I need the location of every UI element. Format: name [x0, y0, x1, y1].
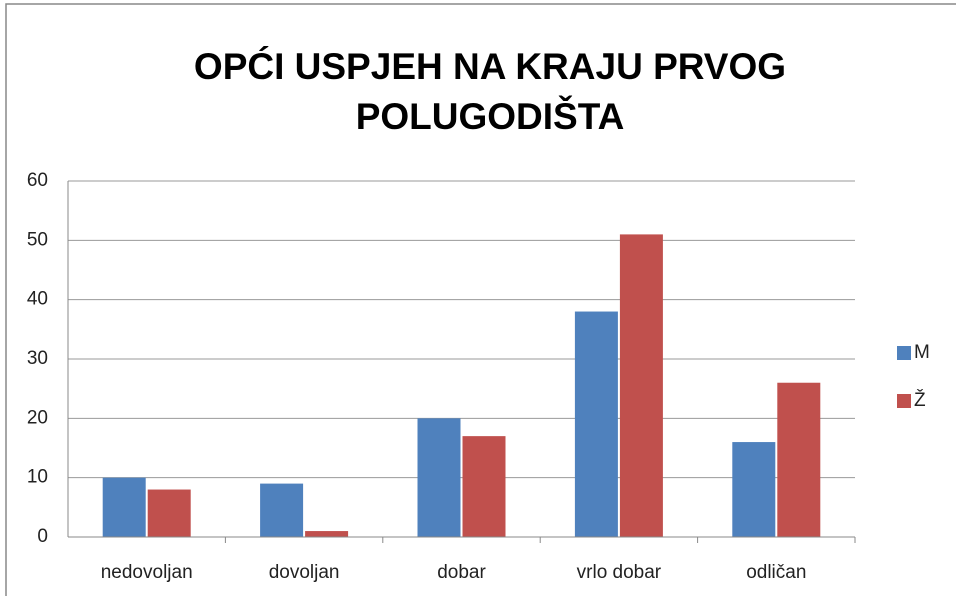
bar [462, 436, 506, 537]
bar [777, 382, 821, 537]
y-tick-label: 20 [27, 407, 48, 428]
y-tick-label: 10 [27, 467, 48, 488]
bar [619, 234, 663, 537]
x-tick-label: dobar [437, 562, 486, 583]
x-tick-label: vrlo dobar [577, 562, 662, 583]
bar [147, 489, 191, 537]
y-tick-label: 50 [27, 229, 48, 250]
bar [102, 477, 146, 537]
legend-swatch [897, 346, 911, 360]
bar [732, 442, 776, 537]
x-tick-label: nedovoljan [101, 562, 193, 583]
chart-title: OPĆI USPJEH NA KRAJU PRVOG POLUGODIŠTA [193, 46, 787, 137]
bar [574, 311, 618, 537]
chart-border [5, 3, 956, 596]
y-tick-label: 30 [27, 348, 48, 369]
y-tick-label: 0 [37, 526, 48, 547]
legend-swatch [897, 394, 911, 408]
bar [305, 531, 349, 537]
bar [417, 418, 461, 537]
legend-label: M [914, 342, 930, 363]
legend-label: Ž [914, 389, 926, 411]
y-tick-label: 60 [27, 170, 48, 191]
x-tick-label: dovoljan [269, 562, 340, 583]
bar [260, 483, 304, 537]
x-tick-label: odličan [746, 562, 806, 583]
y-tick-label: 40 [27, 289, 48, 310]
